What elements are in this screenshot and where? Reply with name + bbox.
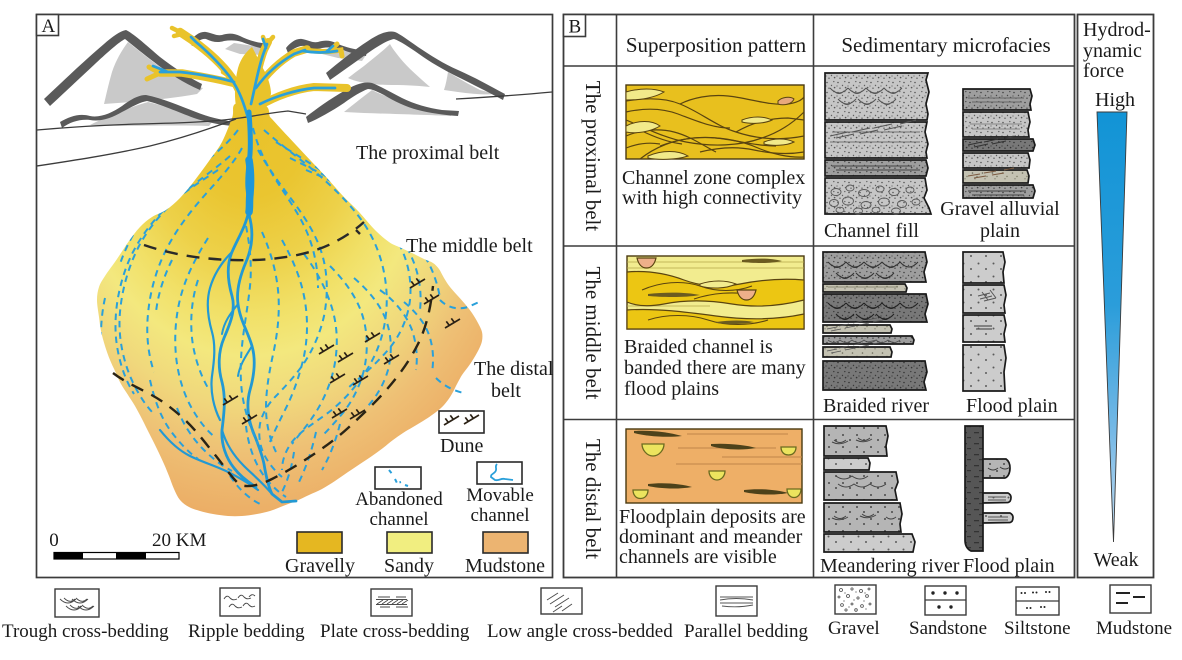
svg-text:Superposition pattern: Superposition pattern	[626, 33, 807, 57]
svg-text:Plate cross-bedding: Plate cross-bedding	[320, 621, 470, 642]
svg-text:flood plains: flood plains	[624, 378, 719, 400]
svg-text:Weak: Weak	[1093, 549, 1138, 571]
svg-text:Trough cross-bedding: Trough cross-bedding	[2, 621, 169, 642]
svg-text:Parallel bedding: Parallel bedding	[684, 621, 808, 642]
svg-text:High: High	[1095, 89, 1135, 111]
svg-text:Ripple bedding: Ripple bedding	[188, 621, 305, 642]
svg-text:banded there are many: banded there are many	[624, 357, 806, 379]
svg-text:with high connectivity: with high connectivity	[622, 187, 802, 209]
svg-text:The middle belt: The middle belt	[406, 235, 533, 257]
svg-text:dominant and meander: dominant and meander	[619, 526, 803, 548]
svg-text:Sandy: Sandy	[384, 555, 434, 577]
svg-text:Gravelly: Gravelly	[285, 555, 355, 577]
svg-text:Hydrod-: Hydrod-	[1083, 19, 1151, 41]
svg-text:Flood plain: Flood plain	[966, 395, 1058, 417]
svg-text:Gravel alluvial: Gravel alluvial	[940, 198, 1060, 220]
svg-text:The distal: The distal	[474, 358, 554, 380]
svg-text:Mudstone: Mudstone	[1096, 618, 1172, 639]
svg-text:plain: plain	[980, 220, 1020, 242]
svg-text:The middle belt: The middle belt	[581, 267, 605, 400]
svg-text:The proximal belt: The proximal belt	[581, 81, 605, 232]
svg-text:Sedimentary microfacies: Sedimentary microfacies	[841, 33, 1050, 57]
svg-text:Mudstone: Mudstone	[465, 555, 545, 577]
svg-text:Channel zone complex: Channel zone complex	[622, 167, 805, 189]
svg-text:Dune: Dune	[440, 435, 483, 457]
svg-text:Gravel: Gravel	[828, 618, 880, 639]
svg-text:Braided river: Braided river	[823, 395, 929, 417]
svg-text:Channel fill: Channel fill	[824, 220, 919, 242]
svg-text:belt: belt	[491, 380, 521, 402]
svg-text:0: 0	[49, 530, 59, 551]
svg-text:force: force	[1083, 60, 1124, 82]
svg-text:Braided channel is: Braided channel is	[624, 336, 773, 358]
svg-text:20 KM: 20 KM	[152, 530, 206, 551]
svg-text:channel: channel	[369, 509, 428, 530]
svg-text:Low angle cross-bedded: Low angle cross-bedded	[487, 621, 673, 642]
svg-text:Floodplain deposits are: Floodplain deposits are	[619, 506, 806, 528]
svg-text:Abandoned: Abandoned	[355, 489, 443, 510]
svg-text:A: A	[42, 16, 56, 37]
svg-text:Sandstone: Sandstone	[909, 618, 987, 639]
svg-text:channel: channel	[470, 505, 529, 526]
svg-text:channels are visible: channels are visible	[619, 546, 777, 568]
svg-text:Flood plain: Flood plain	[963, 555, 1055, 577]
svg-text:Movable: Movable	[466, 485, 534, 506]
svg-text:Siltstone: Siltstone	[1004, 618, 1071, 639]
svg-text:The proximal belt: The proximal belt	[356, 142, 500, 164]
svg-text:B: B	[569, 17, 582, 38]
svg-text:Meandering river: Meandering river	[820, 555, 960, 577]
svg-text:The distal belt: The distal belt	[581, 439, 605, 559]
svg-text:ynamic: ynamic	[1083, 40, 1142, 62]
